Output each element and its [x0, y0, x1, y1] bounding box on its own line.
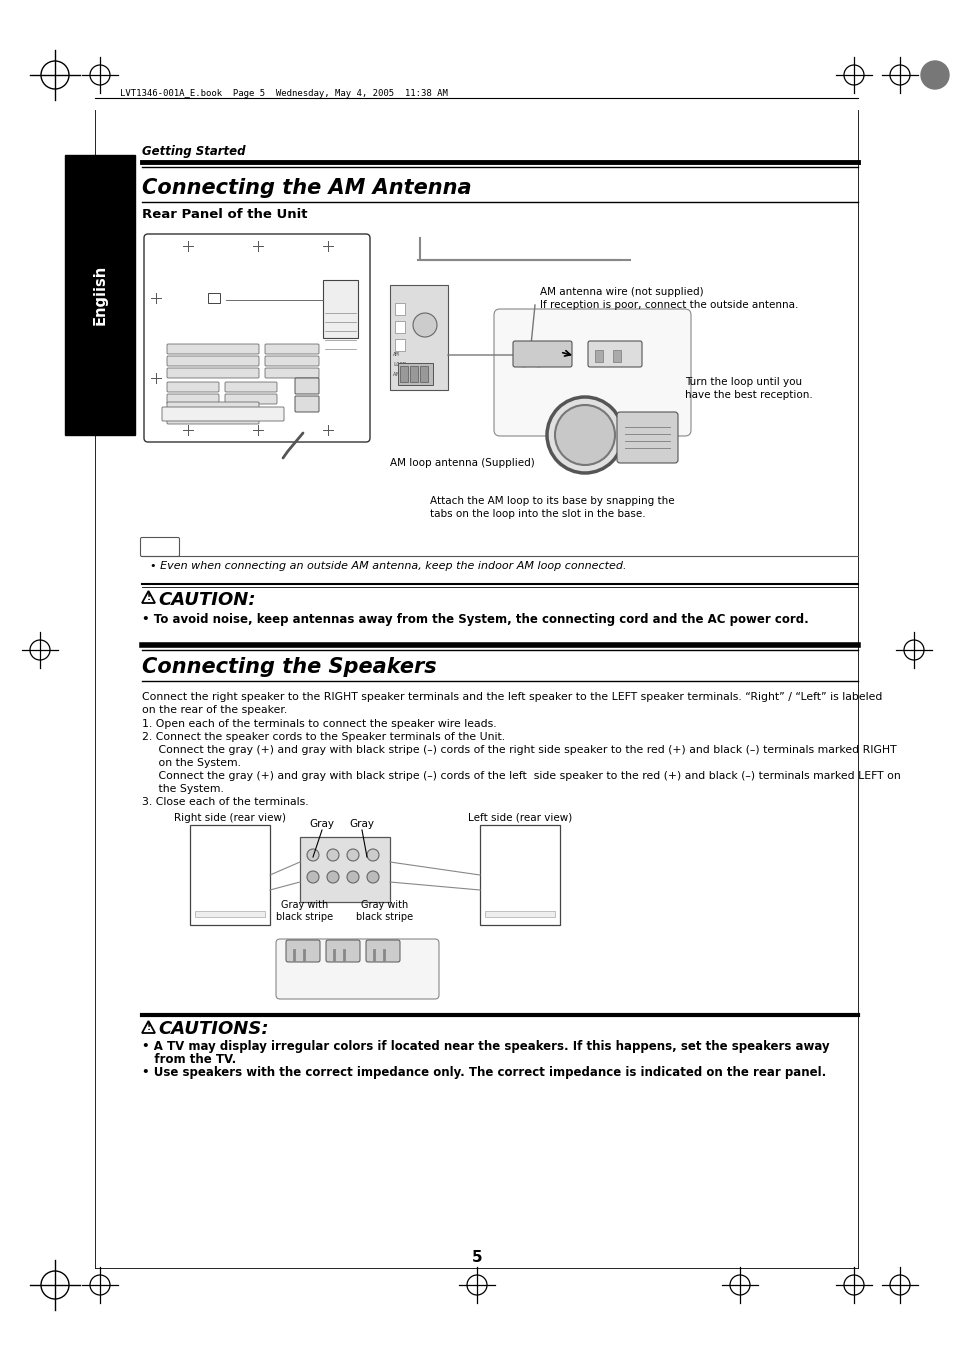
Text: Connecting the Speakers: Connecting the Speakers: [142, 657, 436, 677]
FancyBboxPatch shape: [167, 403, 258, 412]
Circle shape: [555, 405, 615, 465]
Text: • Even when connecting an outside AM antenna, keep the indoor AM loop connected.: • Even when connecting an outside AM ant…: [150, 561, 626, 571]
Bar: [194, 911, 265, 917]
Bar: [410, 366, 417, 382]
Bar: [390, 285, 448, 390]
Bar: [479, 825, 559, 925]
FancyBboxPatch shape: [167, 345, 258, 354]
Text: AM: AM: [393, 353, 399, 358]
Text: Gray: Gray: [309, 819, 335, 830]
FancyBboxPatch shape: [162, 407, 284, 422]
Text: on the System.: on the System.: [148, 758, 241, 767]
FancyBboxPatch shape: [144, 234, 370, 442]
Text: Gray with
black stripe: Gray with black stripe: [356, 900, 414, 921]
FancyBboxPatch shape: [167, 413, 258, 424]
FancyBboxPatch shape: [167, 382, 219, 392]
Bar: [395, 339, 405, 351]
Text: the System.: the System.: [148, 784, 224, 794]
Text: Note: Note: [148, 543, 172, 551]
FancyBboxPatch shape: [265, 367, 318, 378]
Text: CAUTIONS:: CAUTIONS:: [158, 1020, 269, 1038]
Bar: [399, 366, 408, 382]
Text: • A TV may display irregular colors if located near the speakers. If this happen: • A TV may display irregular colors if l…: [142, 1040, 829, 1052]
Text: AM loop antenna (Supplied): AM loop antenna (Supplied): [390, 458, 535, 467]
FancyBboxPatch shape: [326, 940, 359, 962]
FancyBboxPatch shape: [167, 394, 219, 404]
Circle shape: [327, 871, 338, 884]
Text: English: English: [92, 265, 108, 326]
Circle shape: [347, 848, 358, 861]
Text: Connect the gray (+) and gray with black stripe (–) cords of the right side spea: Connect the gray (+) and gray with black…: [148, 744, 896, 755]
Bar: [190, 825, 270, 925]
Bar: [419, 366, 428, 382]
Bar: [208, 293, 220, 303]
Text: 3. Close each of the terminals.: 3. Close each of the terminals.: [142, 797, 309, 807]
FancyBboxPatch shape: [294, 378, 318, 394]
Text: on the rear of the speaker.: on the rear of the speaker.: [142, 705, 287, 715]
Text: CAUTION:: CAUTION:: [158, 590, 255, 609]
Circle shape: [307, 871, 318, 884]
FancyBboxPatch shape: [167, 357, 258, 366]
Circle shape: [920, 61, 948, 89]
Circle shape: [327, 848, 338, 861]
FancyBboxPatch shape: [513, 340, 572, 367]
Text: Gray with
black stripe: Gray with black stripe: [276, 900, 334, 921]
FancyBboxPatch shape: [140, 538, 179, 557]
Text: !: !: [147, 593, 151, 601]
FancyBboxPatch shape: [617, 412, 678, 463]
FancyBboxPatch shape: [587, 340, 641, 367]
Text: Right side (rear view): Right side (rear view): [173, 813, 286, 823]
Bar: [323, 280, 357, 338]
Text: Connecting the AM Antenna: Connecting the AM Antenna: [142, 178, 471, 199]
Text: 1. Open each of the terminals to connect the speaker wire leads.: 1. Open each of the terminals to connect…: [142, 719, 497, 730]
Bar: [613, 350, 620, 362]
Bar: [484, 911, 555, 917]
Circle shape: [546, 397, 622, 473]
FancyBboxPatch shape: [225, 382, 276, 392]
Text: tabs on the loop into the slot in the base.: tabs on the loop into the slot in the ba…: [430, 509, 645, 519]
Text: Connect the gray (+) and gray with black stripe (–) cords of the left  side spea: Connect the gray (+) and gray with black…: [148, 771, 900, 781]
FancyBboxPatch shape: [366, 940, 399, 962]
FancyBboxPatch shape: [275, 939, 438, 998]
Text: AM ANT: AM ANT: [393, 373, 412, 377]
Text: Connect the right speaker to the RIGHT speaker terminals and the left speaker to: Connect the right speaker to the RIGHT s…: [142, 692, 882, 703]
Circle shape: [413, 313, 436, 336]
Bar: [595, 350, 602, 362]
FancyBboxPatch shape: [494, 309, 690, 436]
Circle shape: [307, 848, 318, 861]
Text: • To avoid noise, keep antennas away from the System, the connecting cord and th: • To avoid noise, keep antennas away fro…: [142, 613, 808, 626]
Circle shape: [347, 871, 358, 884]
FancyBboxPatch shape: [265, 357, 318, 366]
Text: have the best reception.: have the best reception.: [684, 390, 812, 400]
Bar: [299, 838, 390, 902]
Bar: [65, 155, 135, 435]
FancyBboxPatch shape: [265, 345, 318, 354]
FancyBboxPatch shape: [225, 394, 276, 404]
Text: Getting Started: Getting Started: [142, 145, 245, 158]
Text: !: !: [147, 1024, 151, 1032]
Text: from the TV.: from the TV.: [142, 1052, 236, 1066]
Text: 2. Connect the speaker cords to the Speaker terminals of the Unit.: 2. Connect the speaker cords to the Spea…: [142, 732, 504, 742]
Text: 5: 5: [471, 1250, 482, 1265]
FancyBboxPatch shape: [286, 940, 319, 962]
Bar: [395, 303, 405, 315]
Text: Rear Panel of the Unit: Rear Panel of the Unit: [142, 208, 307, 222]
Circle shape: [367, 871, 378, 884]
Text: If reception is poor, connect the outside antenna.: If reception is poor, connect the outsid…: [539, 300, 798, 309]
FancyBboxPatch shape: [167, 367, 258, 378]
Text: Turn the loop until you: Turn the loop until you: [684, 377, 801, 386]
Bar: [395, 322, 405, 332]
FancyBboxPatch shape: [294, 396, 318, 412]
Text: • Use speakers with the correct impedance only. The correct impedance is indicat: • Use speakers with the correct impedanc…: [142, 1066, 825, 1079]
Text: LOOP: LOOP: [393, 362, 406, 367]
Text: Gray: Gray: [349, 819, 375, 830]
Text: AM antenna wire (not supplied): AM antenna wire (not supplied): [539, 286, 703, 297]
Bar: [397, 363, 433, 385]
Text: Attach the AM loop to its base by snapping the: Attach the AM loop to its base by snappi…: [430, 496, 674, 507]
Text: LVT1346-001A_E.book  Page 5  Wednesday, May 4, 2005  11:38 AM: LVT1346-001A_E.book Page 5 Wednesday, Ma…: [120, 89, 447, 97]
Text: Left side (rear view): Left side (rear view): [467, 813, 572, 823]
Circle shape: [367, 848, 378, 861]
